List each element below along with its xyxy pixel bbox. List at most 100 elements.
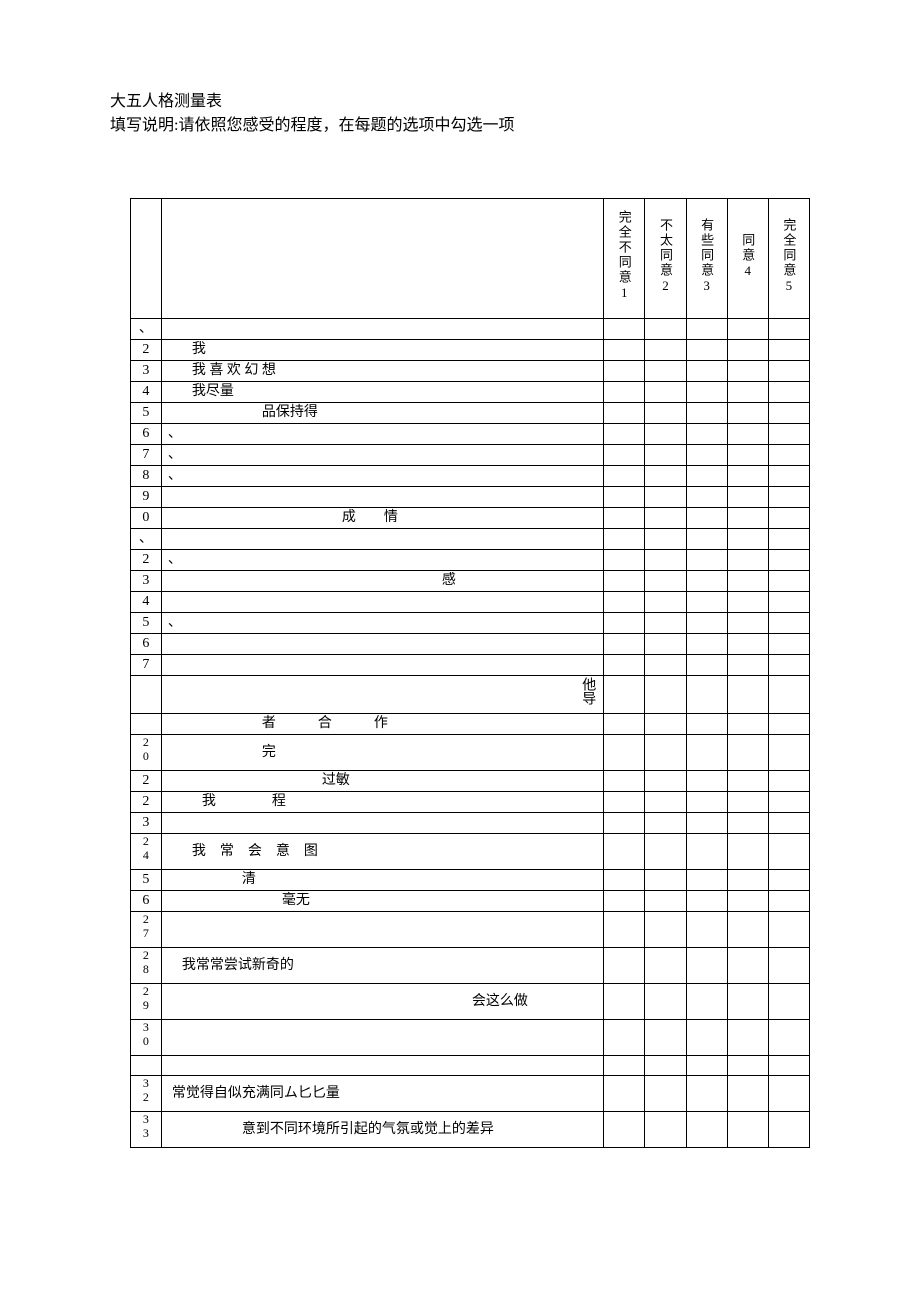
option-cell[interactable] <box>768 550 809 571</box>
option-cell[interactable] <box>768 870 809 891</box>
option-cell[interactable] <box>604 870 645 891</box>
option-cell[interactable] <box>645 424 686 445</box>
option-cell[interactable] <box>768 792 809 813</box>
option-cell[interactable] <box>727 529 768 550</box>
option-cell[interactable] <box>768 382 809 403</box>
option-cell[interactable] <box>768 445 809 466</box>
option-cell[interactable] <box>645 613 686 634</box>
option-cell[interactable] <box>686 655 727 676</box>
option-cell[interactable] <box>686 771 727 792</box>
option-cell[interactable] <box>727 508 768 529</box>
option-cell[interactable] <box>686 466 727 487</box>
option-cell[interactable] <box>768 948 809 984</box>
option-cell[interactable] <box>686 834 727 870</box>
option-cell[interactable] <box>604 508 645 529</box>
option-cell[interactable] <box>604 634 645 655</box>
option-cell[interactable] <box>604 466 645 487</box>
option-cell[interactable] <box>645 466 686 487</box>
option-cell[interactable] <box>604 735 645 771</box>
option-cell[interactable] <box>768 813 809 834</box>
option-cell[interactable] <box>604 912 645 948</box>
option-cell[interactable] <box>768 592 809 613</box>
option-cell[interactable] <box>604 1056 645 1076</box>
option-cell[interactable] <box>686 592 727 613</box>
option-cell[interactable] <box>727 1056 768 1076</box>
option-cell[interactable] <box>768 1020 809 1056</box>
option-cell[interactable] <box>604 834 645 870</box>
option-cell[interactable] <box>604 792 645 813</box>
option-cell[interactable] <box>604 424 645 445</box>
option-cell[interactable] <box>604 592 645 613</box>
option-cell[interactable] <box>768 424 809 445</box>
option-cell[interactable] <box>686 948 727 984</box>
option-cell[interactable] <box>686 319 727 340</box>
option-cell[interactable] <box>686 1076 727 1112</box>
option-cell[interactable] <box>645 340 686 361</box>
option-cell[interactable] <box>604 771 645 792</box>
option-cell[interactable] <box>727 655 768 676</box>
option-cell[interactable] <box>686 403 727 424</box>
option-cell[interactable] <box>768 340 809 361</box>
option-cell[interactable] <box>768 361 809 382</box>
option-cell[interactable] <box>645 676 686 714</box>
option-cell[interactable] <box>727 1020 768 1056</box>
option-cell[interactable] <box>768 771 809 792</box>
option-cell[interactable] <box>604 714 645 735</box>
option-cell[interactable] <box>645 382 686 403</box>
option-cell[interactable] <box>645 948 686 984</box>
option-cell[interactable] <box>645 834 686 870</box>
option-cell[interactable] <box>768 508 809 529</box>
option-cell[interactable] <box>604 319 645 340</box>
option-cell[interactable] <box>686 529 727 550</box>
option-cell[interactable] <box>727 676 768 714</box>
option-cell[interactable] <box>604 403 645 424</box>
option-cell[interactable] <box>604 1020 645 1056</box>
option-cell[interactable] <box>727 948 768 984</box>
option-cell[interactable] <box>768 1076 809 1112</box>
option-cell[interactable] <box>727 792 768 813</box>
option-cell[interactable] <box>727 735 768 771</box>
option-cell[interactable] <box>768 319 809 340</box>
option-cell[interactable] <box>686 445 727 466</box>
option-cell[interactable] <box>604 445 645 466</box>
option-cell[interactable] <box>686 487 727 508</box>
option-cell[interactable] <box>727 1112 768 1148</box>
option-cell[interactable] <box>645 1112 686 1148</box>
option-cell[interactable] <box>727 592 768 613</box>
option-cell[interactable] <box>768 487 809 508</box>
option-cell[interactable] <box>604 571 645 592</box>
option-cell[interactable] <box>727 403 768 424</box>
option-cell[interactable] <box>645 655 686 676</box>
option-cell[interactable] <box>645 870 686 891</box>
option-cell[interactable] <box>686 340 727 361</box>
option-cell[interactable] <box>768 1112 809 1148</box>
option-cell[interactable] <box>768 912 809 948</box>
option-cell[interactable] <box>768 735 809 771</box>
option-cell[interactable] <box>768 613 809 634</box>
option-cell[interactable] <box>604 487 645 508</box>
option-cell[interactable] <box>645 319 686 340</box>
option-cell[interactable] <box>645 735 686 771</box>
option-cell[interactable] <box>727 571 768 592</box>
option-cell[interactable] <box>604 1076 645 1112</box>
option-cell[interactable] <box>645 487 686 508</box>
option-cell[interactable] <box>686 613 727 634</box>
option-cell[interactable] <box>727 550 768 571</box>
option-cell[interactable] <box>604 613 645 634</box>
option-cell[interactable] <box>645 403 686 424</box>
option-cell[interactable] <box>727 984 768 1020</box>
option-cell[interactable] <box>727 771 768 792</box>
option-cell[interactable] <box>727 634 768 655</box>
option-cell[interactable] <box>686 714 727 735</box>
option-cell[interactable] <box>645 714 686 735</box>
option-cell[interactable] <box>727 382 768 403</box>
option-cell[interactable] <box>768 984 809 1020</box>
option-cell[interactable] <box>686 571 727 592</box>
option-cell[interactable] <box>686 735 727 771</box>
option-cell[interactable] <box>604 340 645 361</box>
option-cell[interactable] <box>686 891 727 912</box>
option-cell[interactable] <box>686 792 727 813</box>
option-cell[interactable] <box>645 771 686 792</box>
option-cell[interactable] <box>686 550 727 571</box>
option-cell[interactable] <box>645 792 686 813</box>
